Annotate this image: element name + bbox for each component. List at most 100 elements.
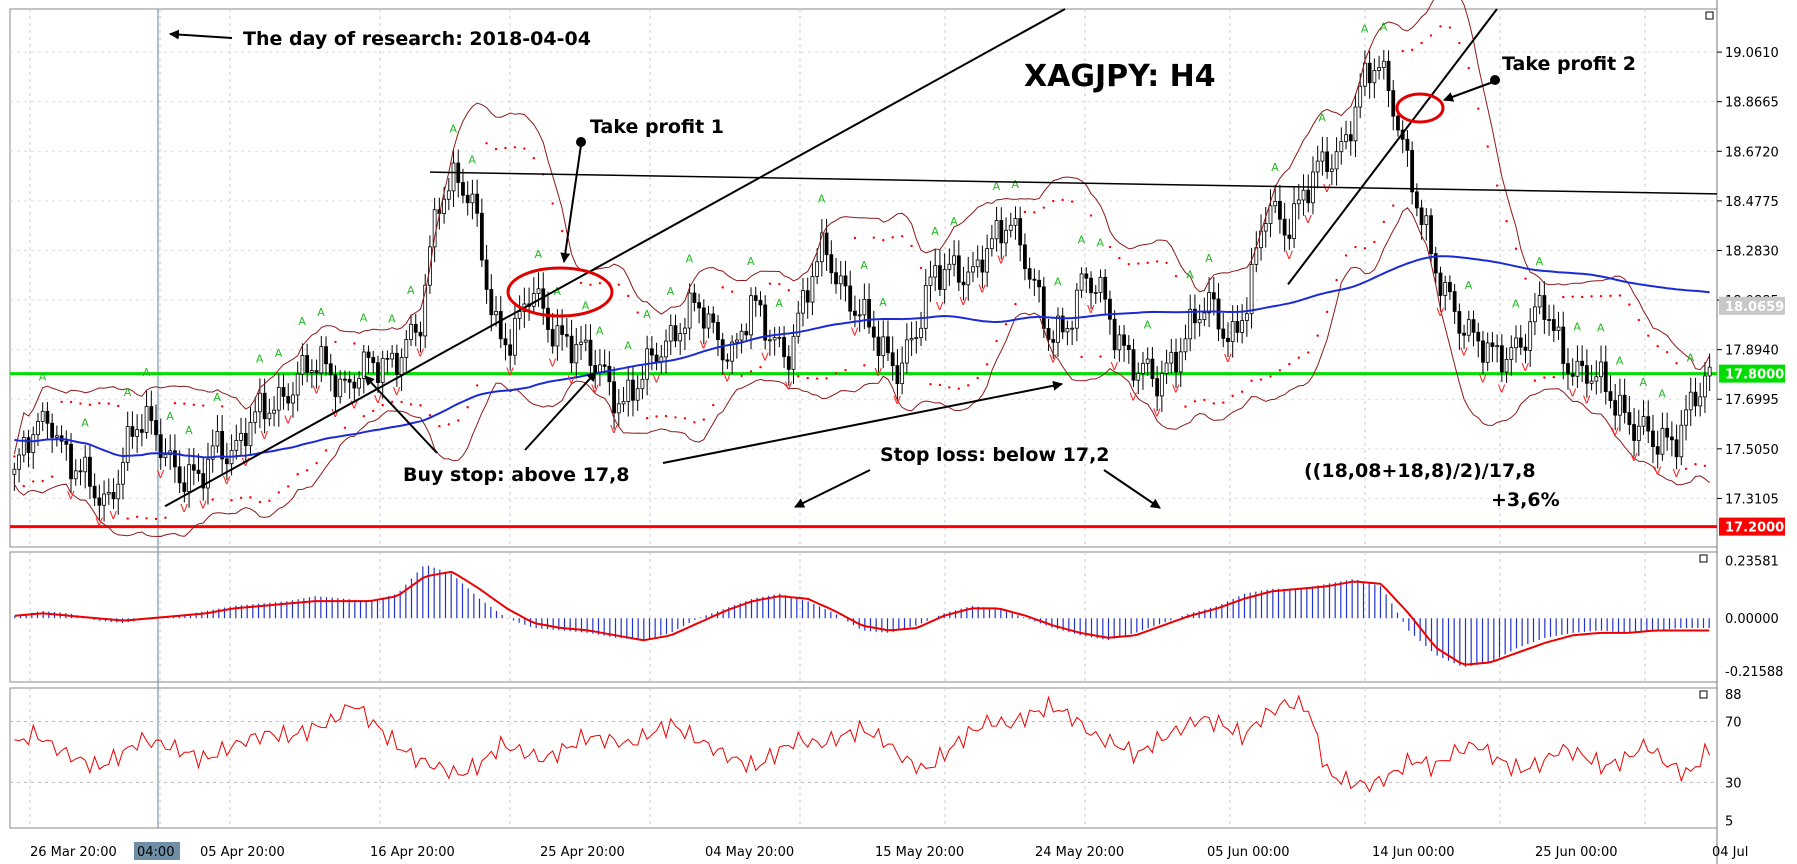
sar-dot [41, 479, 44, 483]
candle-body [517, 311, 522, 319]
fractal-up: A [1573, 321, 1581, 334]
candle-body [1627, 412, 1632, 425]
candle-body [215, 430, 220, 447]
candle-body [201, 473, 206, 489]
candle-body [914, 337, 919, 339]
candle-body [1433, 253, 1438, 274]
candle-body [1651, 430, 1655, 448]
fractal-down: V [261, 429, 269, 442]
candle-body [418, 331, 423, 337]
candle-body [1051, 339, 1056, 343]
sar-dot [268, 499, 271, 502]
candle-body [777, 336, 782, 339]
fractal-down: V [1111, 360, 1119, 373]
candle-body [385, 357, 390, 360]
candle-body [810, 276, 815, 303]
candle-body [961, 281, 966, 286]
candle-body [267, 412, 272, 420]
sar-dot [1307, 351, 1310, 354]
fractal-up: A [1512, 297, 1520, 310]
sar-dot [1146, 261, 1149, 265]
candle-body [291, 394, 295, 404]
sar-dot [882, 238, 885, 242]
price-badge-label: 17.8000 [1725, 368, 1784, 383]
sar-dot [1609, 294, 1612, 298]
candle-body [801, 290, 805, 314]
sar-dot [296, 473, 299, 476]
candle-body [734, 339, 739, 343]
sar-dot [419, 404, 422, 407]
macd-tick-label: 0.23581 [1725, 554, 1779, 569]
candle-body [994, 220, 999, 240]
candle-body [1495, 345, 1500, 348]
date-tick-label: 15 May 20:00 [875, 845, 964, 860]
candle-body [1008, 224, 1013, 231]
candle-body [933, 265, 938, 278]
candle-body [942, 268, 947, 290]
sar-dot [560, 229, 564, 233]
fractal-down: V [157, 468, 165, 481]
candle-body [423, 284, 428, 337]
sar-dot [1580, 295, 1584, 299]
candle-body [1537, 295, 1542, 308]
sar-dot [1552, 375, 1556, 379]
parabolic-sar-group [13, 25, 1707, 521]
fractal-down: V [393, 385, 401, 398]
fractal-up: A [1186, 269, 1194, 282]
candle-body [1296, 199, 1301, 205]
price-tick-label: 18.2830 [1725, 244, 1779, 259]
candle-body [1372, 70, 1377, 84]
fractal-up: A [1658, 388, 1666, 401]
fractal-up: A [596, 324, 604, 337]
candle-body [1674, 439, 1679, 458]
candle-body [1542, 295, 1547, 320]
candle-body [135, 429, 140, 437]
candle-body [1438, 272, 1443, 296]
candle-body [239, 433, 243, 441]
candle-body [513, 317, 517, 356]
fractal-down: V [1569, 387, 1577, 400]
sar-dot [759, 365, 762, 369]
fractal-up: A [993, 180, 1001, 193]
fractal-up: A [1205, 252, 1213, 265]
candle-body [919, 327, 923, 338]
rsi-tick-label: 70 [1725, 715, 1742, 730]
fractal-down: V [1673, 467, 1681, 480]
candle-body [314, 370, 319, 374]
fractal-down: V [1611, 426, 1619, 439]
sar-dot [428, 414, 432, 417]
sar-dot [1448, 26, 1452, 29]
candle-body [1358, 85, 1363, 108]
sar-dot [1477, 107, 1480, 110]
fractal-up: A [450, 122, 458, 135]
candle-body [191, 464, 196, 471]
candle-body [1211, 292, 1216, 300]
fractal-down: V [1224, 352, 1232, 365]
price-tick-label: 17.3105 [1725, 492, 1779, 507]
sar-dot [126, 517, 129, 520]
sar-dot [390, 400, 394, 404]
sar-dot [1694, 462, 1697, 466]
candle-body [999, 220, 1004, 244]
fractal-down: V [110, 509, 118, 522]
sar-dot [1571, 295, 1574, 298]
candle-body [612, 381, 616, 414]
sar-dot [1684, 467, 1688, 470]
sar-dot [1070, 200, 1074, 203]
candle-body [579, 341, 583, 345]
candle-body [1074, 289, 1079, 329]
candle-body [54, 435, 59, 438]
candle-body [938, 265, 942, 290]
sar-dot [1533, 379, 1537, 382]
sar-dot [1325, 310, 1329, 314]
candle-body [248, 421, 253, 447]
candle-body [220, 430, 225, 460]
candle-body [1329, 168, 1334, 172]
candle-body [1414, 191, 1419, 209]
candle-body [276, 387, 281, 411]
sar-dot [910, 244, 913, 248]
date-tick-label: 25 Jun 00:00 [1535, 845, 1618, 860]
fractal-down: V [1087, 303, 1095, 316]
candle-body [1325, 151, 1330, 172]
sar-dot [1004, 322, 1008, 326]
